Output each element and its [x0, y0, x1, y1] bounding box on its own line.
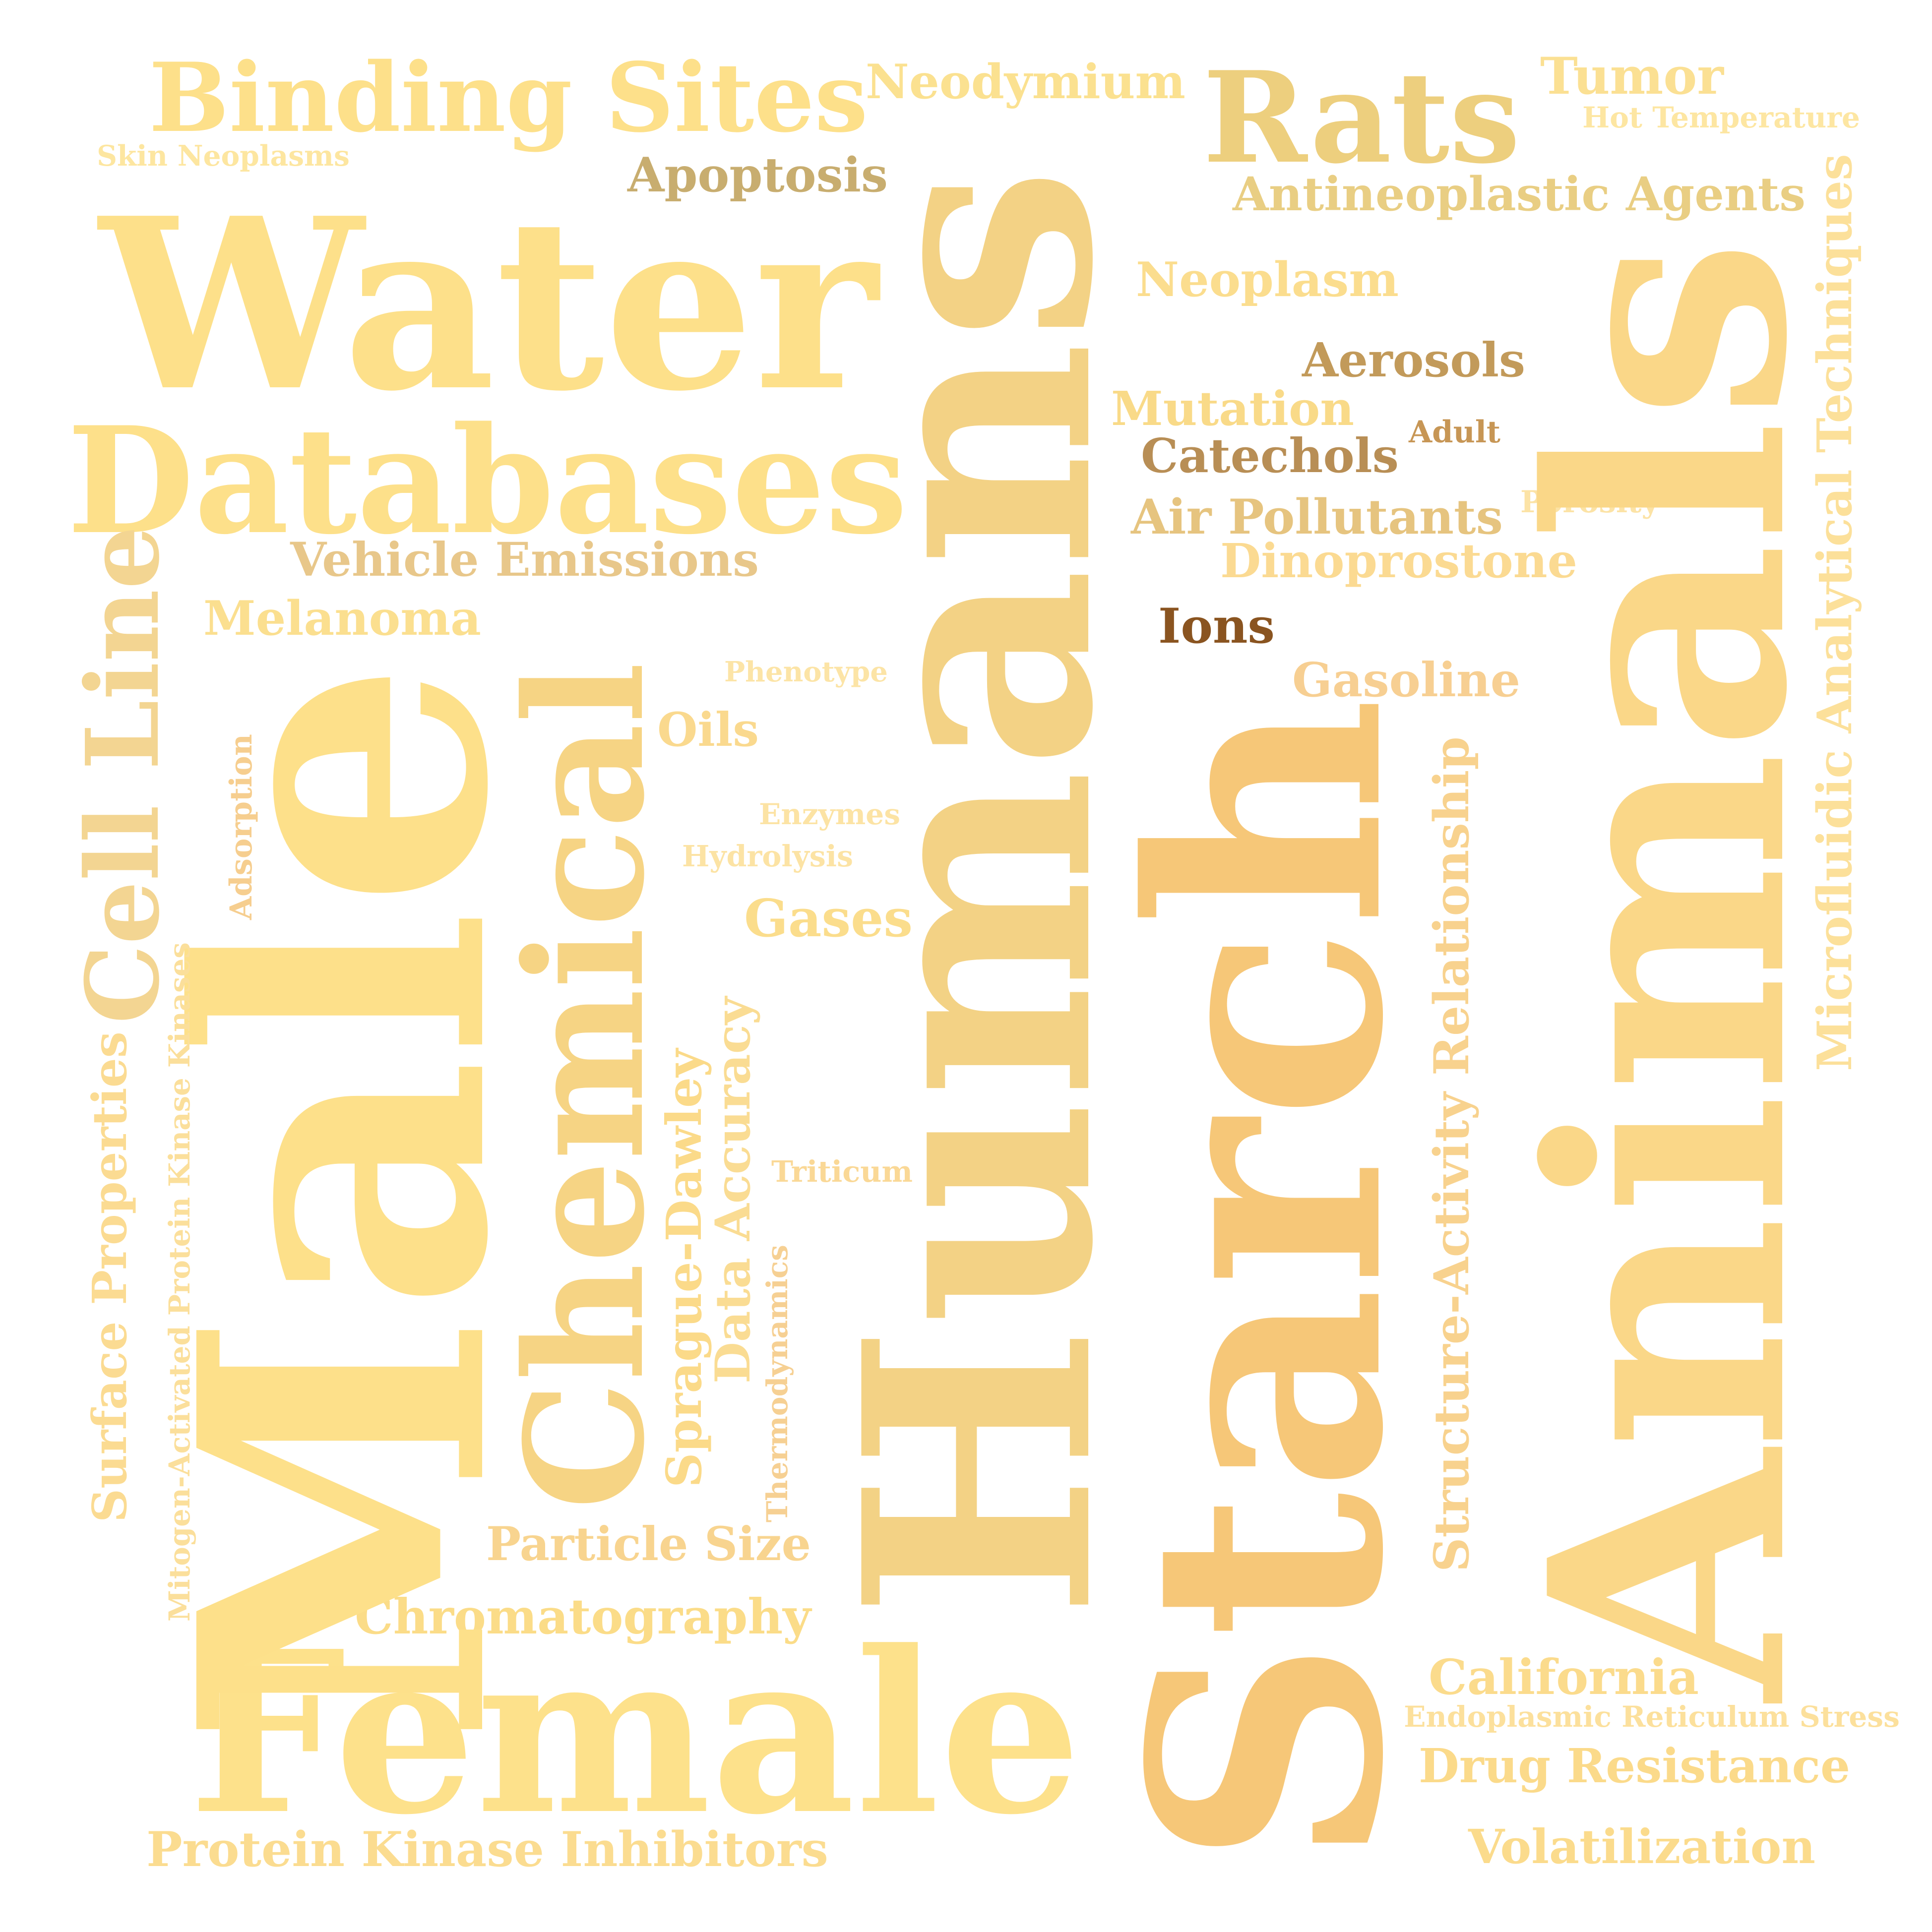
- word-animals: Animals: [1479, 238, 1859, 1701]
- word-phenotype: Phenotype: [724, 655, 888, 688]
- word-protein-kinase-inhibitors: Protein Kinase Inhibitors: [146, 1821, 828, 1877]
- word-binding-sites: Binding Sites: [149, 42, 868, 154]
- word-air-pollutants: Air Pollutants: [1131, 488, 1503, 545]
- word-gases: Gases: [744, 888, 913, 949]
- word-sprague-dawley: Sprague-Dawley: [656, 1049, 713, 1488]
- word-california: California: [1429, 1648, 1699, 1706]
- word-hot-temperature: Hot Temperature: [1582, 100, 1860, 135]
- word-surface-properties: Surface Properties: [82, 1031, 138, 1522]
- word-endoplasmic-reticulum-stress: Endoplasmic Reticulum Stress: [1404, 1699, 1900, 1734]
- word-drug-resistance: Drug Resistance: [1419, 1739, 1850, 1794]
- word-cell-line: Cell Line: [63, 526, 182, 1024]
- word-adult: Adult: [1409, 415, 1500, 450]
- word-neodymium: Neodymium: [866, 54, 1185, 110]
- word-female: Female: [188, 1602, 1081, 1864]
- word-triticum: Triticum: [771, 1153, 913, 1189]
- word-melanoma: Melanoma: [203, 590, 481, 646]
- word-apoptosis: Apoptosis: [627, 146, 888, 203]
- word-tumor: Tumor: [1540, 47, 1724, 107]
- word-rats: Rats: [1203, 43, 1520, 191]
- word-hydrolysis: Hydrolysis: [682, 839, 853, 874]
- word-thermodynamics: Thermodynamics: [760, 1245, 795, 1522]
- word-chromatography: Chromatography: [355, 1588, 811, 1645]
- word-oils: Oils: [657, 702, 759, 757]
- word-mitogen-activated-protein-kinase-kinases: Mitogen-Activated Protein Kinase Kinases: [162, 942, 196, 1622]
- word-starch: Starch: [1080, 697, 1453, 1867]
- word-gasoline: Gasoline: [1292, 653, 1520, 708]
- word-databases: Databases: [67, 394, 908, 567]
- word-antineoplastic-agents: Antineoplastic Agents: [1233, 167, 1806, 222]
- word-ions: Ions: [1158, 598, 1275, 655]
- word-microfluidic-analytical-techniques: Microfluidic Analytical Techniques: [1807, 154, 1863, 1071]
- word-catechols: Catechols: [1141, 428, 1399, 483]
- word-data-accuracy: Data Accuracy: [704, 997, 761, 1384]
- word-mutation: Mutation: [1111, 381, 1354, 436]
- word-adsorption: Adsorption: [224, 734, 259, 920]
- word-skin-neoplasms: Skin Neoplasms: [97, 139, 350, 173]
- word-vehicle-emissions: Vehicle Emissions: [290, 533, 759, 588]
- word-particle-size: Particle Size: [486, 1517, 811, 1572]
- word-neoplasm: Neoplasm: [1136, 252, 1399, 308]
- word-male: Male: [114, 660, 575, 1746]
- word-dinoprostone: Dinoprostone: [1220, 534, 1577, 589]
- word-water: Water: [99, 166, 878, 443]
- word-enzymes: Enzymes: [759, 797, 900, 832]
- word-porosity: Porosity: [1520, 483, 1659, 520]
- word-structure-activity-relationship: Structure-Activity Relationship: [1424, 736, 1480, 1572]
- word-chemical: Chemical: [490, 662, 681, 1510]
- word-aerosols: Aerosols: [1302, 333, 1525, 388]
- word-volatilization: Volatilization: [1468, 1819, 1815, 1874]
